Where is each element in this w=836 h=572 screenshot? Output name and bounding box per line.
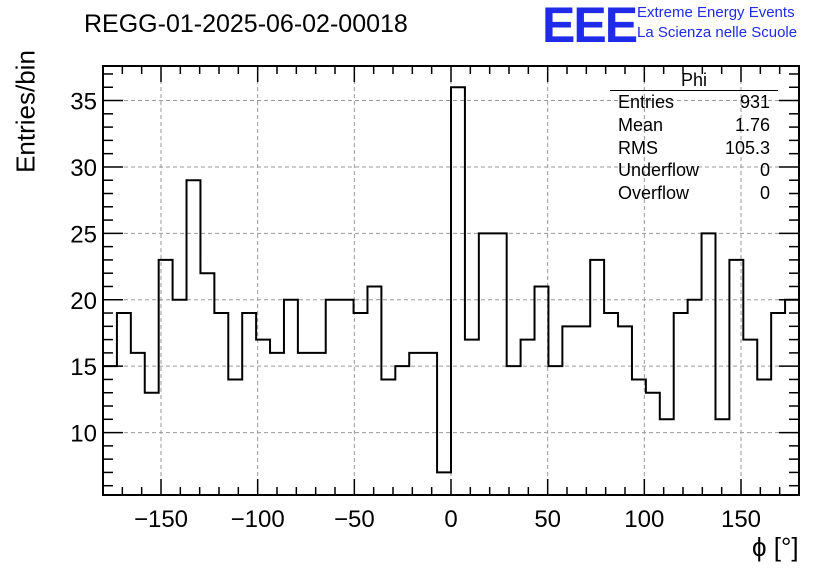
y-tick-label: 20 bbox=[70, 288, 97, 315]
stats-label: Entries bbox=[618, 92, 675, 112]
x-axis-label: ϕ [°] bbox=[752, 532, 799, 562]
stats-row-rms: RMS 105.3 bbox=[610, 137, 778, 160]
x-tick-label: −50 bbox=[334, 506, 375, 533]
stats-box: Phi Entries 931 Mean 1.76 RMS 105.3 Underfl… bbox=[610, 70, 778, 205]
stats-value: 1.76 bbox=[734, 114, 770, 135]
tick-labels: −150 −100 −50 0 50 100 150 10 15 20 25 30 35 bbox=[70, 89, 761, 533]
stats-value: 105.3 bbox=[724, 137, 770, 158]
stats-label: RMS bbox=[618, 137, 658, 158]
x-tick-label: 0 bbox=[444, 506, 457, 533]
eee-logo: EEE bbox=[542, 0, 638, 53]
stats-value: 931 bbox=[739, 92, 770, 112]
stats-row-underflow: Underflow 0 bbox=[610, 159, 778, 182]
stats-row-overflow: Overflow 0 bbox=[610, 182, 778, 205]
y-tick-label: 10 bbox=[70, 421, 97, 448]
stats-row-mean: Mean 1.76 bbox=[610, 114, 778, 137]
stats-value: 0 bbox=[759, 160, 770, 181]
stats-label: Overflow bbox=[618, 183, 690, 204]
run-title: REGG-01-2025-06-02-00018 bbox=[84, 10, 408, 38]
x-tick-label: 150 bbox=[721, 506, 761, 533]
stats-title: Phi bbox=[610, 70, 778, 91]
plot-frame bbox=[102, 65, 800, 496]
y-tick-label: 30 bbox=[70, 155, 97, 182]
y-tick-label: 15 bbox=[70, 354, 97, 381]
y-tick-label: 35 bbox=[70, 89, 97, 116]
y-axis-label: Entries/bin bbox=[10, 50, 41, 173]
stats-value: 0 bbox=[759, 183, 770, 204]
x-tick-label: 50 bbox=[534, 506, 561, 533]
y-tick-label: 25 bbox=[70, 221, 97, 248]
stats-label: Mean bbox=[618, 114, 664, 135]
x-tick-label: −100 bbox=[231, 506, 285, 533]
brand-line-2: La Scienza nelle Scuole bbox=[637, 24, 798, 41]
x-tick-label: 100 bbox=[624, 506, 664, 533]
histogram-line bbox=[103, 86, 799, 474]
x-tick-label: −150 bbox=[134, 506, 188, 533]
axis-ticks bbox=[102, 66, 800, 495]
stats-row-entries: Entries 931 bbox=[610, 91, 778, 114]
stats-label: Underflow bbox=[618, 160, 700, 181]
brand-line-1: Extreme Energy Events bbox=[637, 4, 795, 21]
